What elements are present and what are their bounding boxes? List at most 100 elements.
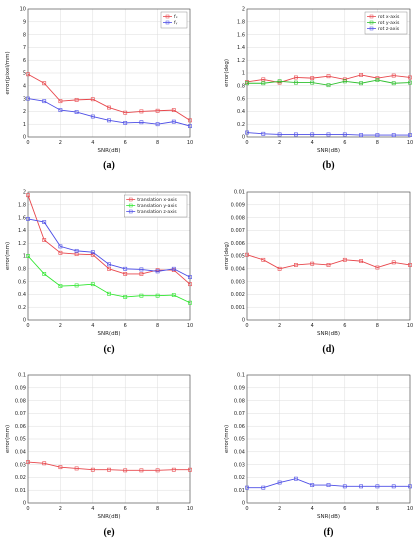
data-point	[74, 466, 79, 471]
data-point	[155, 108, 160, 113]
legend-marker	[128, 197, 133, 202]
data-point	[261, 77, 266, 82]
x-tick-label: 2	[278, 140, 281, 146]
x-axis-label: SNR(dB)	[317, 148, 340, 154]
chart-panel: 0 1 2 3 4 5 6 7 8 9 10 0 2 4 6 8 10 SNR(dB) error(pixel/mm…	[5, 7, 193, 171]
data-point	[293, 75, 298, 80]
data-point	[155, 269, 160, 274]
data-point	[171, 108, 176, 113]
data-point	[408, 484, 412, 489]
data-point	[188, 118, 192, 123]
data-point	[375, 133, 380, 137]
data-point	[293, 132, 298, 137]
y-tick-label: 0.03	[234, 462, 245, 468]
y-tick-label: 1.8	[18, 203, 26, 209]
x-axis-label: SNR(dB)	[98, 514, 121, 520]
chart-panel: 0 0.2 0.4 0.6 0.8 1 1.2 1.4 1.6 1.8 2 0 2 4 6 8 10 SNR(dB…	[224, 7, 413, 171]
data-point	[123, 295, 128, 299]
y-tick-label: 7	[23, 45, 26, 51]
x-tick-label: 0	[26, 506, 29, 512]
data-point	[326, 132, 331, 137]
y-tick-label: 0.005	[231, 254, 245, 260]
data-point	[293, 80, 298, 85]
x-tick-label: 10	[187, 323, 193, 329]
x-tick-label: 8	[156, 506, 159, 512]
legend-label: fₓ	[174, 14, 178, 20]
x-tick-label: 10	[187, 506, 193, 512]
series-line	[247, 79, 411, 86]
data-point	[375, 484, 380, 489]
data-point	[342, 484, 347, 489]
y-tick-label: 0.4	[18, 292, 26, 298]
data-point	[139, 293, 144, 298]
y-tick-label: 0.1	[18, 373, 26, 379]
legend-marker	[369, 14, 374, 19]
y-tick-label: 8	[23, 32, 26, 38]
x-tick-label: 8	[156, 140, 159, 146]
y-tick-label: 0.2	[237, 122, 245, 128]
data-point	[42, 272, 47, 276]
data-point	[42, 461, 47, 466]
data-point	[359, 81, 364, 86]
panel-caption: (f)	[324, 527, 334, 538]
x-tick-label: 4	[91, 140, 94, 146]
y-tick-label: 1.2	[237, 58, 245, 64]
x-tick-label: 10	[187, 140, 193, 146]
x-tick-label: 8	[376, 506, 379, 512]
data-point	[58, 108, 63, 113]
y-tick-label: 0	[23, 318, 26, 324]
series-line	[27, 218, 191, 278]
data-point	[261, 485, 266, 490]
x-axis-label: SNR(dB)	[98, 148, 121, 154]
data-point	[391, 73, 396, 78]
data-point	[245, 81, 249, 86]
y-axis-label: error(deg)	[224, 59, 230, 87]
data-point	[326, 74, 331, 79]
data-point	[277, 132, 282, 137]
x-tick-label: 6	[343, 323, 346, 329]
x-axis-label: SNR(dB)	[98, 331, 121, 337]
data-point	[326, 483, 331, 487]
data-point	[408, 263, 412, 267]
data-point	[26, 216, 30, 221]
x-axis-label: SNR(dB)	[317, 331, 340, 337]
panel-caption: (c)	[103, 344, 114, 355]
y-axis-label: error(pixel/mm)	[5, 51, 11, 94]
data-point	[123, 266, 128, 271]
data-point	[245, 485, 249, 490]
data-point	[375, 78, 380, 82]
x-tick-label: 2	[59, 140, 62, 146]
data-point	[139, 109, 144, 114]
y-tick-label: 0.09	[15, 386, 26, 392]
data-point	[188, 282, 192, 287]
y-tick-label: 0.001	[231, 305, 245, 311]
data-point	[342, 132, 347, 137]
y-tick-label: 0.01	[15, 488, 26, 494]
y-tick-label: 1.4	[18, 228, 26, 234]
data-point	[277, 266, 282, 271]
data-point	[42, 238, 47, 242]
y-tick-label: 0.2	[18, 305, 26, 311]
x-tick-label: 10	[407, 506, 413, 512]
series-line	[27, 255, 191, 304]
y-tick-label: 0.04	[234, 450, 245, 456]
legend-label: rot z-axis	[378, 26, 400, 32]
chart-panel: 0 0.01 0.02 0.03 0.04 0.05 0.06 0.07 0.08 0.09 0.1…	[5, 373, 193, 538]
data-point	[391, 133, 396, 137]
y-tick-label: 0.8	[237, 84, 245, 90]
y-tick-label: 2	[242, 7, 245, 13]
x-tick-label: 2	[59, 506, 62, 512]
y-tick-label: 0.05	[234, 437, 245, 443]
data-point	[58, 99, 63, 104]
y-tick-label: 0.08	[15, 398, 26, 404]
y-tick-label: 1.8	[237, 20, 245, 26]
y-tick-label: 0.07	[234, 411, 245, 417]
data-point	[139, 468, 144, 473]
data-point	[171, 266, 176, 271]
y-tick-label: 0.003	[231, 279, 245, 285]
y-tick-label: 6	[23, 58, 26, 64]
data-point	[26, 72, 30, 77]
data-point	[342, 257, 347, 262]
y-tick-label: 0.004	[231, 267, 245, 273]
